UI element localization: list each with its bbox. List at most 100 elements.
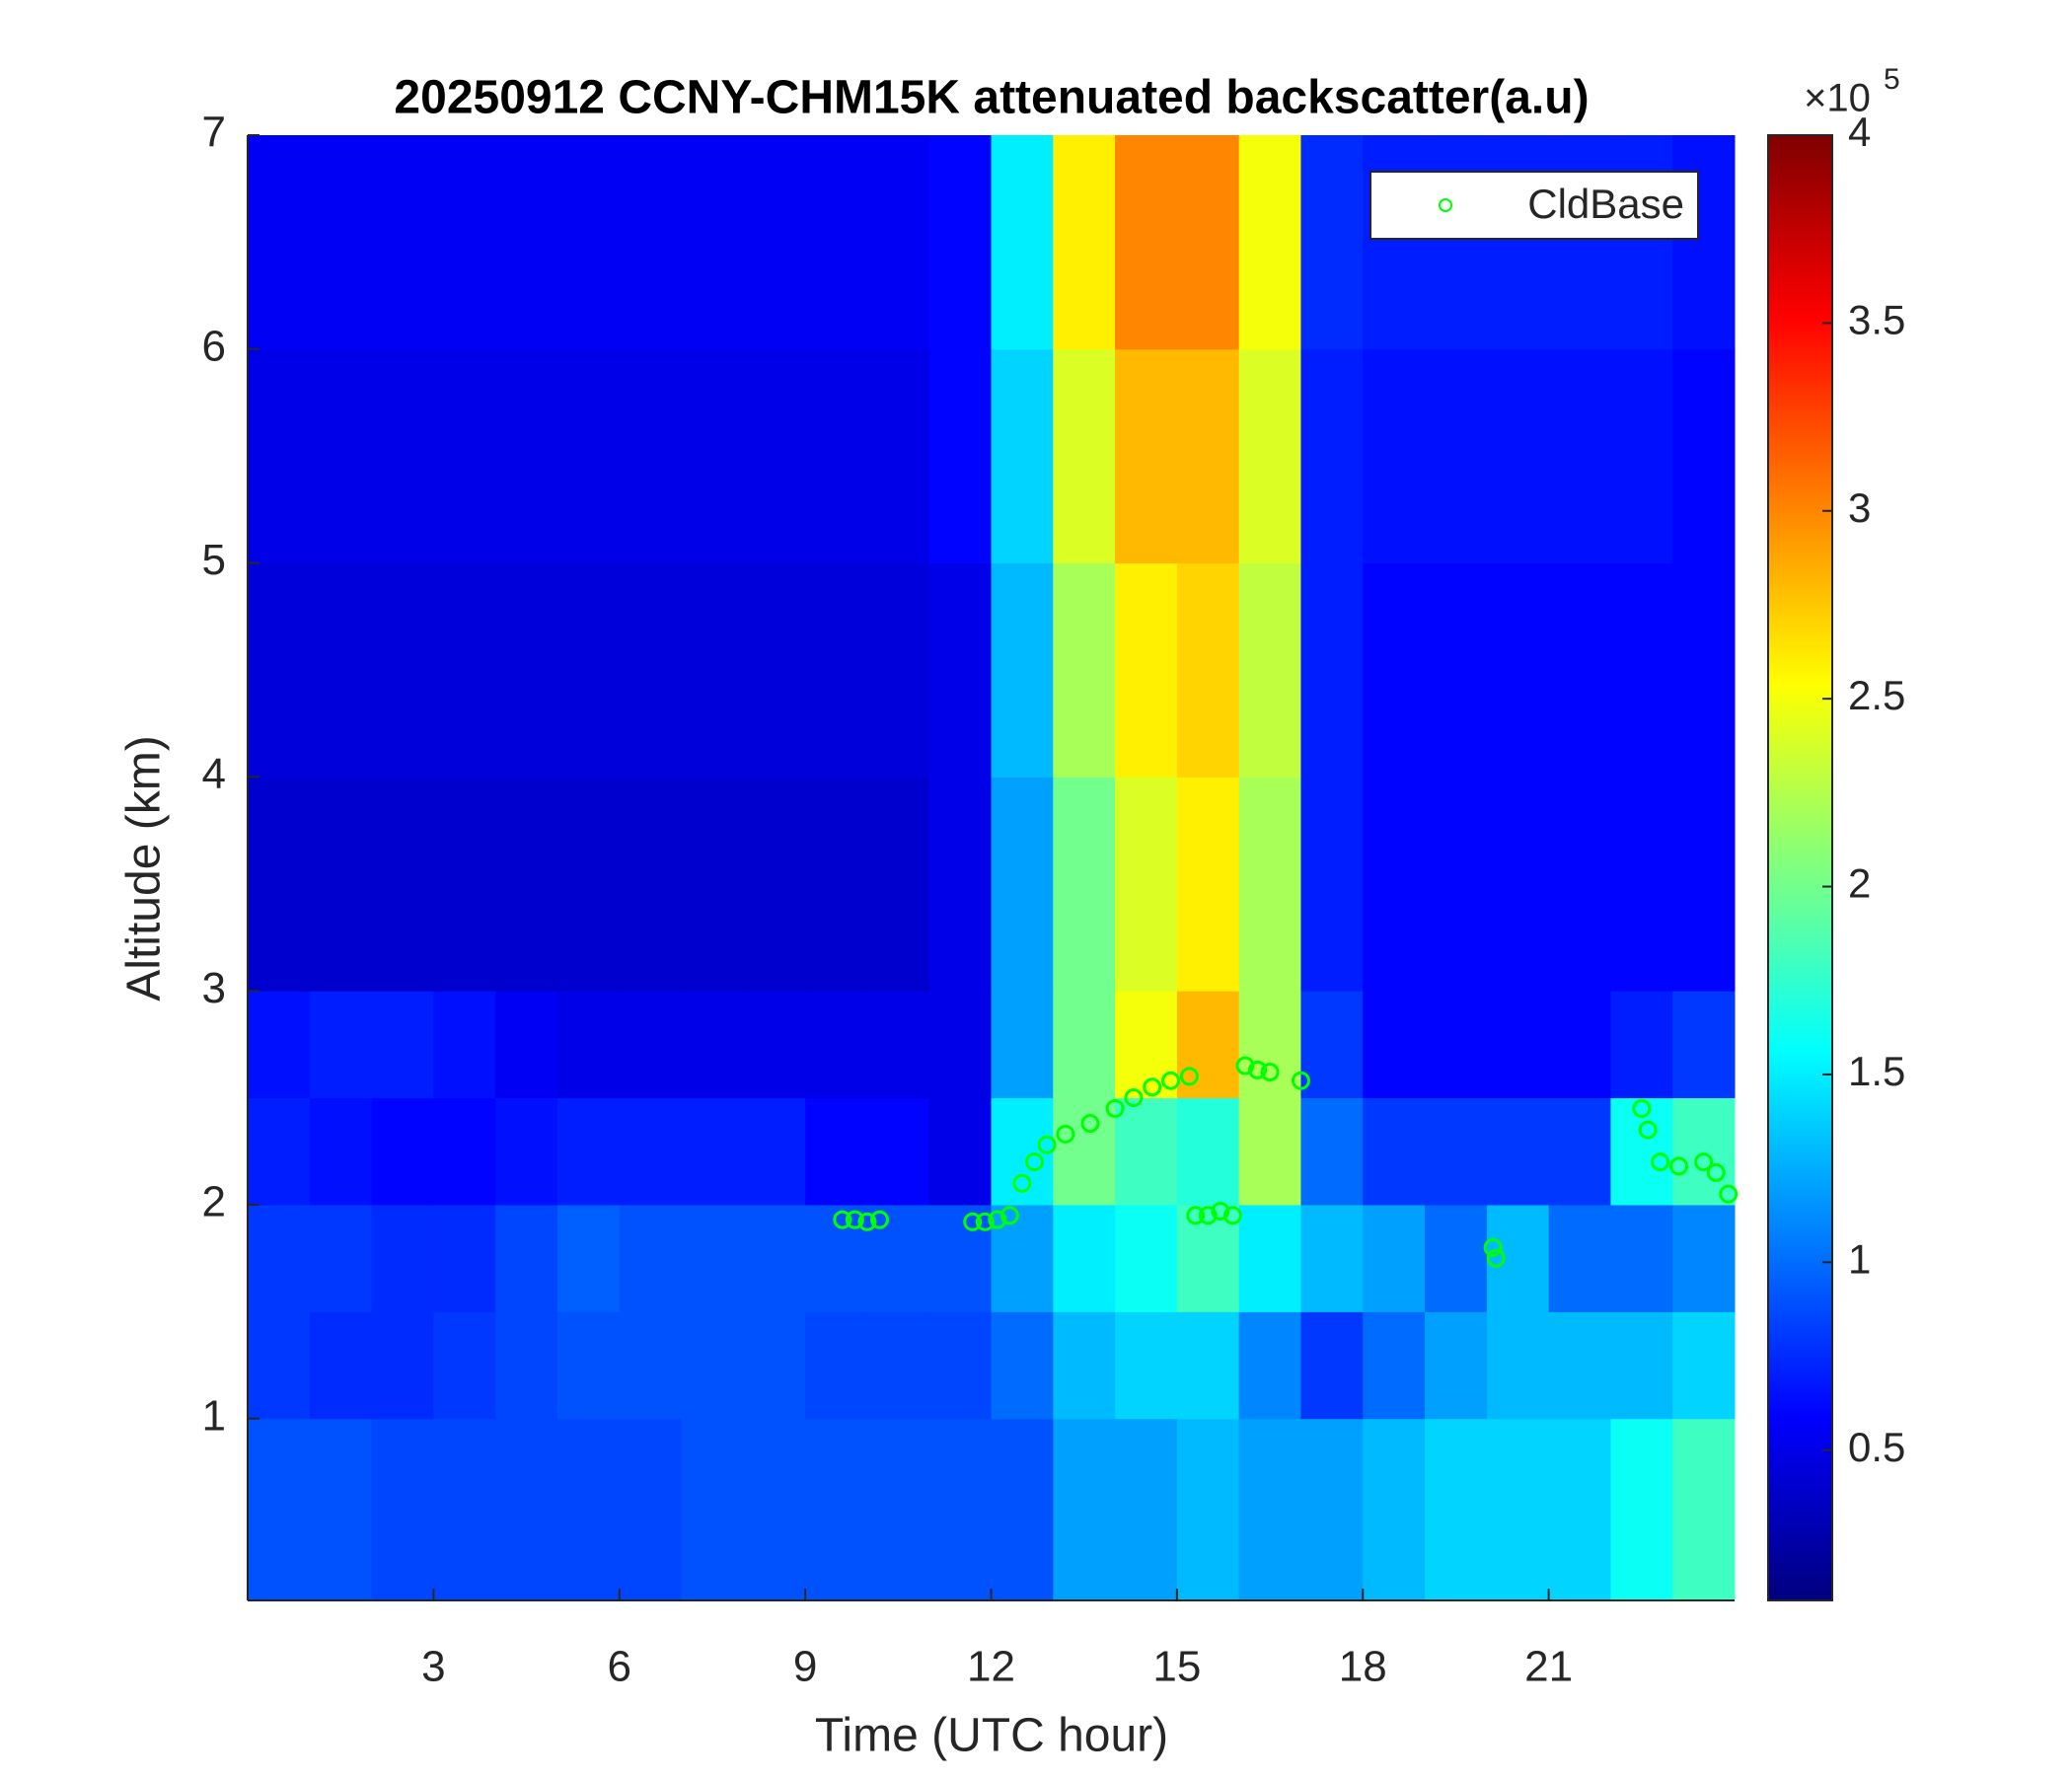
cloud-base-marker (1248, 1060, 1268, 1079)
heatmap-cell (1610, 135, 1673, 350)
y-tick-label: 7 (202, 109, 226, 157)
heatmap-cell (1115, 777, 1178, 992)
heatmap-cell (556, 135, 621, 350)
heatmap-cell (495, 1204, 558, 1312)
heatmap-cell (1548, 135, 1611, 350)
heatmap-cell (991, 777, 1054, 992)
heatmap-cell (1053, 777, 1116, 992)
heatmap-cell (1363, 1204, 1426, 1312)
heatmap-cell (1610, 1418, 1673, 1601)
heatmap-cell (1176, 1204, 1240, 1312)
heatmap-cell (619, 1418, 683, 1601)
heatmap-cell (991, 991, 1054, 1099)
heatmap-cell (928, 135, 992, 350)
heatmap-cell (433, 777, 496, 992)
x-tick-label: 21 (1524, 1643, 1573, 1691)
heatmap-cell (619, 135, 683, 350)
cloud-base-marker (1037, 1135, 1057, 1154)
heatmap-cell (1610, 1311, 1673, 1420)
cloud-base-marker (988, 1210, 1007, 1229)
heatmap-cell (1115, 1097, 1178, 1206)
heatmap-cell (1363, 135, 1426, 350)
heatmap-cell (1548, 348, 1611, 564)
heatmap-cell (1548, 562, 1611, 778)
heatmap-cell (805, 991, 868, 1099)
heatmap-cell (991, 1311, 1054, 1420)
colorbar (1767, 134, 1833, 1601)
heatmap-cell (1425, 1097, 1488, 1206)
heatmap-cell (991, 348, 1054, 564)
heatmap-cell (495, 135, 558, 350)
cloud-base-marker (857, 1212, 877, 1231)
cloud-base-marker (1056, 1124, 1075, 1144)
heatmap-cell (1672, 991, 1736, 1099)
heatmap-cell (1176, 135, 1240, 350)
heatmap-cell (1486, 562, 1550, 778)
heatmap-cell (1548, 1204, 1611, 1312)
heatmap-cell (1238, 1311, 1301, 1420)
heatmap-cell (743, 777, 806, 992)
cloud-base-marker (1012, 1173, 1032, 1193)
cloud-base-marker (1651, 1152, 1670, 1172)
legend-marker (1439, 198, 1452, 212)
heatmap-cell (556, 1311, 621, 1420)
heatmap-cell (248, 348, 311, 564)
heatmap-cell (433, 991, 496, 1099)
heatmap-cell (556, 1097, 621, 1206)
y-tick-label: 3 (202, 964, 226, 1012)
cloud-base-marker (1668, 1156, 1688, 1176)
heatmap-cell (1238, 348, 1301, 564)
heatmap-cell (1425, 348, 1488, 564)
heatmap-cell (1425, 1418, 1488, 1601)
cloud-base-marker (1080, 1114, 1100, 1134)
cloud-base-marker (1694, 1152, 1714, 1172)
heatmap-cell (1115, 1418, 1178, 1601)
heatmap-cell (619, 348, 683, 564)
heatmap-cell (619, 562, 683, 778)
heatmap-cell (1176, 348, 1240, 564)
heatmap-cell (371, 1418, 434, 1601)
y-tick-label: 1 (202, 1391, 226, 1440)
cloud-base-marker (1632, 1098, 1652, 1118)
heatmap-cell (1548, 1097, 1611, 1206)
heatmap-cell (309, 1204, 373, 1312)
heatmap-cell (991, 1418, 1054, 1601)
colorbar-tick-label: 1 (1848, 1235, 1871, 1282)
heatmap-cell (1672, 1418, 1736, 1601)
cloud-base-marker (1706, 1162, 1726, 1182)
heatmap-cell (1300, 348, 1364, 564)
heatmap-cell (805, 562, 868, 778)
heatmap-cell (1115, 1311, 1178, 1420)
heatmap-cell (1300, 1311, 1364, 1420)
heatmap-cell (681, 1311, 744, 1420)
cloud-base-marker (1719, 1184, 1739, 1204)
heatmap-cell (743, 135, 806, 350)
heatmap-cell (1610, 1097, 1673, 1206)
heatmap-cell (248, 777, 311, 992)
heatmap-cell (1115, 562, 1178, 778)
heatmap-cell (1610, 1204, 1673, 1312)
heatmap-cell (1300, 777, 1364, 992)
heatmap-cell (1300, 1418, 1364, 1601)
heatmap-cell (495, 1311, 558, 1420)
heatmap-cell (1486, 348, 1550, 564)
heatmap-cell (1053, 562, 1116, 778)
heatmap-cell (371, 777, 434, 992)
heatmap-cell (991, 135, 1054, 350)
heatmap-cell (371, 1097, 434, 1206)
heatmap-cell (1115, 1204, 1178, 1312)
cloud-base-marker (1198, 1206, 1218, 1225)
heatmap-cell (1053, 1097, 1116, 1206)
colorbar-tick-label: 3 (1848, 484, 1871, 531)
heatmap-cell (1176, 1097, 1240, 1206)
heatmap-cell (371, 135, 434, 350)
heatmap-cell (681, 777, 744, 992)
heatmap-cell (1425, 562, 1488, 778)
heatmap-cell (1300, 562, 1364, 778)
heatmap-cell (309, 562, 373, 778)
y-tick-label: 2 (202, 1178, 226, 1226)
heatmap-cell (556, 348, 621, 564)
heatmap-cell (433, 1311, 496, 1420)
heatmap-cell (433, 562, 496, 778)
heatmap-cell (309, 348, 373, 564)
